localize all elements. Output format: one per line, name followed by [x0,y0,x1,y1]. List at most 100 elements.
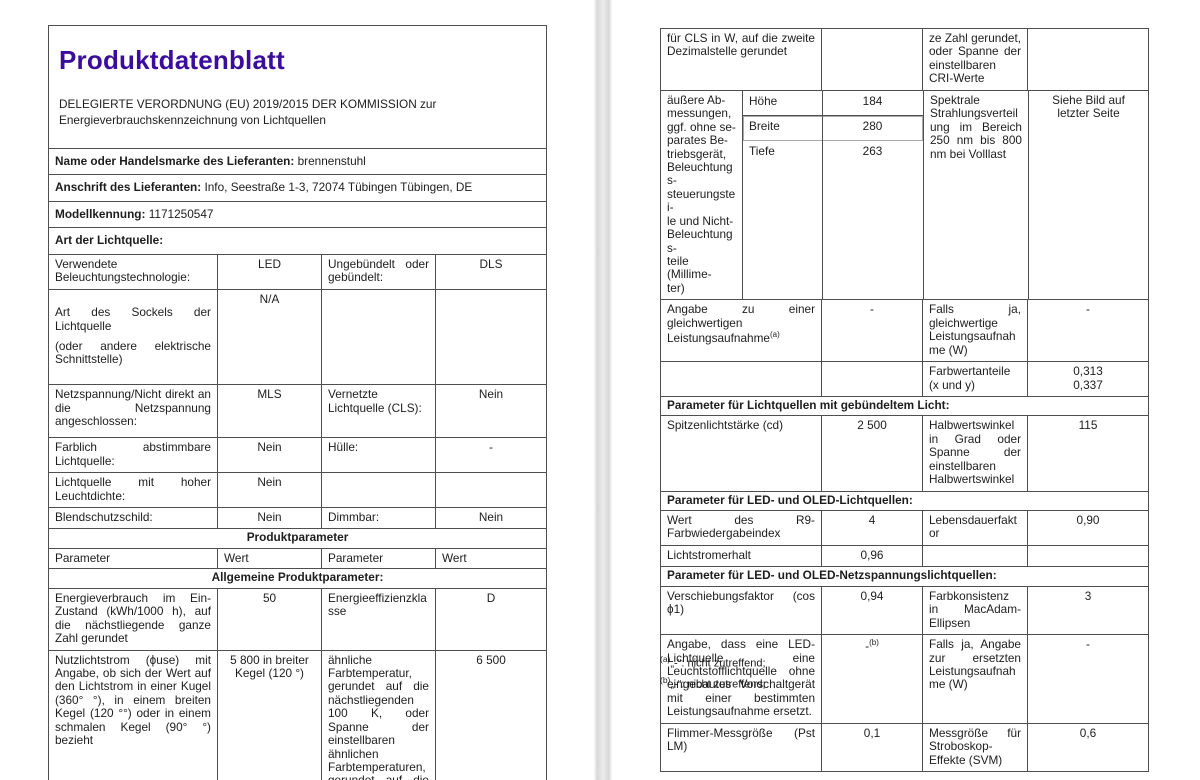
table-row: Wert des R9-Farbwiedergabeindex 4 Lebens… [661,510,1148,545]
value-cell: 0,313 0,337 [1027,362,1148,396]
param-cell: Falls ja, gleichwertige Leistungsaufnahm… [922,300,1027,362]
datasheet-table-left: Produktdatenblatt DELEGIERTE VERORDNUNG … [48,25,547,780]
table-row: Energieverbrauch im Ein-Zustand (kWh/100… [49,587,546,650]
page-divider [594,0,612,780]
footnote-b: (b)„-“: nicht zutreffend; [660,673,766,694]
supplier-name-cell: Name oder Handelsmarke des Lieferanten: … [49,149,546,174]
value-cell: Nein [217,438,321,473]
document-page-left: Produktdatenblatt DELEGIERTE VERORDNUNG … [0,0,596,780]
param-cell: Art des Sockels der Lichtquelle (oder an… [49,290,217,385]
value-cell: 2 500 [821,416,922,491]
param-cell: Farbwertanteile (x und y) [922,362,1027,396]
column-header: Wert [435,548,546,569]
param-cell: ähnliche Farbtemperatur, gerundet auf di… [321,650,435,780]
param-cell: Farbkonsistenz in MacAdam-Ellipsen [922,586,1027,635]
table-row: Flimmer-Messgröße (Pst LM) 0,1 Messgröße… [661,722,1148,771]
regulation-subtitle: DELEGIERTE VERORDNUNG (EU) 2019/2015 DER… [59,96,437,127]
section-header: Produktparameter [246,530,349,545]
value-cell: 3 [1027,586,1148,635]
value-cell: Nein [217,473,321,508]
section-header-row: Parameter für LED- und OLED-Netzspannung… [661,566,1148,585]
table-row: Lichtstromerhalt 0,96 [661,544,1148,567]
table-row: für CLS in W, auf die zweite Dezimalstel… [661,29,1148,90]
param-cell [922,545,1027,567]
dimension-label: Tiefe [749,143,775,158]
param-cell: Vernetzte Lichtquelle (CLS): [321,385,435,438]
param-cell: Verwendete Beleuchtungstechnologie: [55,256,191,285]
value-cell: 0,6 [1027,723,1148,771]
value-cell [435,289,546,385]
dimension-value: 280 [862,118,883,133]
param-cell: Wert des R9-Farbwiedergabeindex [667,513,815,541]
param-cell: Ungebündelt oder gebündelt: [321,254,435,289]
param-cell: Spektrale Strahlungsverteilung im Bereic… [923,90,1028,300]
param-cell: Energieverbrauch im Ein-Zustand (kWh/100… [55,590,211,646]
footnote-marker: (b) [660,675,671,686]
value-cell: 50 [217,588,321,650]
param-cell [321,473,435,508]
value-cell: Siehe Bild auf letzter Seite [1028,90,1148,300]
supplier-name-label: Name oder Handelsmarke des Lieferanten: [55,154,295,169]
param-cell: Spitzenlichtstärke (cd) [667,418,784,433]
table-row: Netzspannung/Nicht direkt an die Netzspa… [49,384,546,438]
value-cell [435,473,546,508]
dimension-row-breite-selected[interactable]: Breite 280 [743,115,923,141]
supplier-address-label: Anschrift des Lieferanten: [55,180,202,195]
dimensions-row: äußere Ab- messungen, ggf. ohne se- para… [661,89,1148,300]
footnote-a: (a)„-“: nicht zutreffend; [660,652,766,673]
dimension-row-tiefe: Tiefe 263 [743,141,923,166]
param-cell: Lichtstromerhalt [667,547,751,562]
value-cell: 0,94 [821,586,922,635]
model-id-value: 1171250547 [148,206,214,221]
param-cell: Dimmbar: [321,508,435,529]
param-cell [321,289,435,385]
param-cell: ze Zahl gerundet, oder Spanne der einste… [922,29,1027,90]
footnote-text: „-“: nicht zutreffend; [670,657,766,670]
value-cell: Nein [217,508,321,529]
param-cell: Nutzlichtstrom (ϕuse) mit Angabe, ob sic… [55,652,211,748]
param-cell: Lichtquelle mit hoher Leuchtdichte: [55,475,211,503]
light-source-type-row: Art der Lichtquelle: [49,227,546,253]
supplier-address-value: Info, Seestraße 1-3, 72074 Tübingen Tübi… [204,180,473,195]
table-row: Spitzenlichtstärke (cd) 2 500 Halbwertsw… [661,415,1148,491]
value-cell: D [435,588,546,650]
param-cell: Halbwertswinkel in Grad oder Spanne der … [922,416,1027,491]
param-cell: Energieeffizienzklasse [321,588,435,650]
value-cell: 0,90 [1027,511,1148,545]
title-row: Produktdatenblatt DELEGIERTE VERORDNUNG … [49,26,546,148]
section-header-row: Allgemeine Produktparameter: [49,568,546,587]
value-cell: 0,96 [821,545,922,567]
table-row: Farblich abstimmbare Lichtquelle: Nein H… [49,437,546,473]
param-text: Angabe zu einer gleichwertigen Leistungs… [667,302,815,346]
value-cell: 0,1 [821,723,922,771]
param-cell: Blendschutzschild: [55,510,153,525]
value-cell: Nein [435,385,546,438]
param-cell: Lebensdauerfaktor [922,511,1027,545]
dimension-label: Breite [749,118,780,133]
supplier-name-value: brennenstuhl [297,154,366,169]
footnote-marker: (b) [869,638,879,648]
value-cell: DLS [435,254,546,289]
column-header-row: Parameter Wert Parameter Wert [49,547,546,569]
section-header: Parameter für LED- und OLED-Lichtquellen… [667,492,913,507]
section-header: Allgemeine Produktparameter: [211,570,384,585]
table-row: Angabe zu einer gleichwertigen Leistungs… [661,299,1148,362]
value-cell [1027,29,1148,90]
supplier-address-cell: Anschrift des Lieferanten: Info, Seestra… [49,175,546,200]
section-header: Parameter für LED- und OLED-Netzspannung… [667,568,997,583]
value-cell [1027,545,1148,567]
dimensions-subtable: Höhe 184 Breite 280 Tiefe 263 [742,90,923,300]
param-cell: für CLS in W, auf die zweite Dezimalstel… [667,31,815,59]
section-header-row: Parameter für Lichtquellen mit gebündelt… [661,395,1148,415]
supplier-name-row: Name oder Handelsmarke des Lieferanten: … [49,148,546,174]
model-id-label: Modellkennung: [55,206,146,221]
param-cell [661,362,821,396]
section-header-row: Produktparameter [49,528,546,547]
value-cell: - [435,438,546,473]
value-cell [821,362,922,396]
table-row: Lichtquelle mit hoher Leuchtdichte: Nein [49,472,546,508]
param-cell: äußere Ab- messungen, ggf. ohne se- para… [667,92,736,295]
table-row: Art des Sockels der Lichtquelle (oder an… [49,288,546,385]
table-row: Angabe, dass eine LED-Lichtquelle eine L… [661,634,1148,723]
